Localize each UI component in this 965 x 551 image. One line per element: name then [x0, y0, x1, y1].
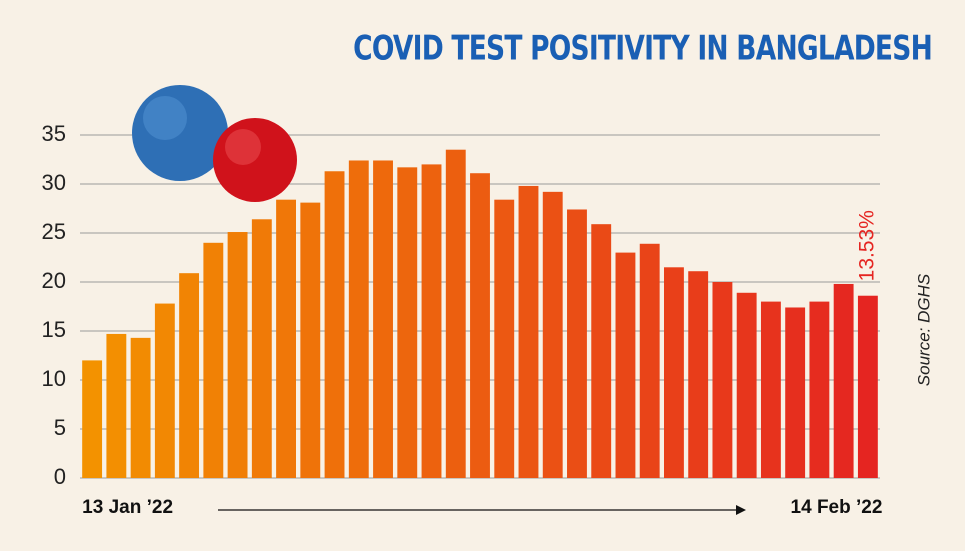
bar	[760, 301, 781, 478]
bar	[348, 160, 369, 479]
y-tick-label: 35	[42, 121, 66, 146]
bar	[518, 185, 539, 478]
chart-title: COVID TEST POSITIVITY IN BANGLADESH	[353, 29, 932, 68]
bar	[130, 337, 151, 478]
arrow-head	[736, 505, 746, 515]
bar	[639, 243, 660, 478]
bar	[567, 209, 587, 479]
y-tick-label: 25	[42, 219, 66, 244]
y-tick-label: 15	[42, 317, 66, 342]
y-tick-label: 5	[54, 415, 66, 440]
y-tick-label: 30	[42, 170, 66, 195]
bar	[324, 171, 345, 478]
bar	[615, 252, 636, 478]
bar	[712, 282, 733, 478]
bar	[664, 267, 684, 478]
bar	[300, 202, 321, 478]
bar	[154, 303, 175, 478]
bar	[857, 295, 878, 478]
annotation: 13.53%	[855, 210, 878, 281]
y-tick-label: 20	[42, 268, 66, 293]
bar	[82, 360, 103, 478]
x-tick-label: 14 Feb ’22	[791, 497, 883, 518]
bar	[251, 219, 272, 478]
bar	[591, 224, 612, 478]
virus-highlight	[143, 96, 187, 140]
bar	[106, 333, 127, 478]
y-tick-label: 10	[42, 366, 66, 391]
bar	[445, 149, 466, 478]
bar	[833, 283, 854, 478]
x-tick-label: 13 Jan ’22	[82, 497, 173, 518]
bar	[470, 173, 490, 478]
bar	[203, 242, 224, 478]
bar	[809, 301, 830, 478]
bar	[785, 307, 806, 478]
y-tick-label: 0	[54, 464, 66, 489]
bar	[373, 160, 393, 479]
bar	[397, 167, 418, 478]
virus-highlight	[225, 129, 261, 165]
bar	[542, 191, 563, 478]
bar	[736, 292, 757, 478]
bars	[82, 149, 878, 479]
bar	[688, 271, 709, 478]
source-note: Source: DGHS	[914, 273, 933, 386]
virus-decoration	[132, 85, 297, 202]
bar	[227, 232, 248, 478]
bar	[276, 199, 296, 478]
bar	[494, 199, 515, 478]
bar	[421, 164, 442, 478]
bar	[179, 273, 200, 478]
